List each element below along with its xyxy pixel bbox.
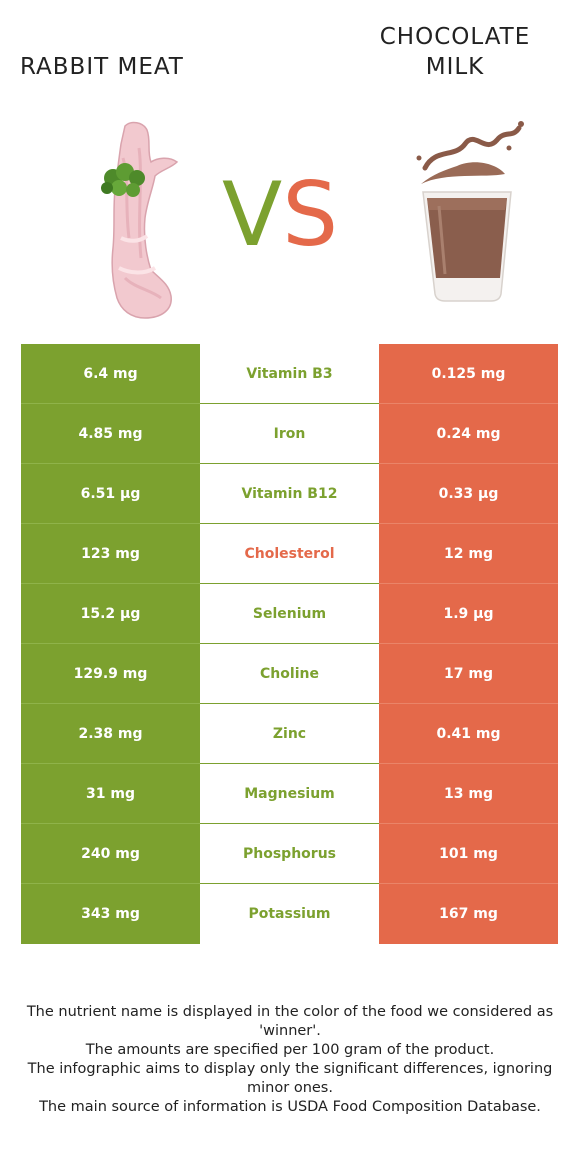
table-row: 343 mg Potassium 167 mg [21, 884, 558, 944]
table-row: 4.85 mg Iron 0.24 mg [21, 404, 558, 464]
rabbit-meat-image [101, 121, 179, 319]
table-row: 6.51 µg Vitamin B12 0.33 µg [21, 464, 558, 524]
right-value-cell: 0.125 mg [379, 344, 558, 404]
nutrient-name-cell: Magnesium [200, 764, 379, 824]
vs-label: VS [222, 165, 338, 265]
chocolate-milk-image [416, 121, 524, 302]
vs-s: S [282, 163, 339, 266]
nutrient-name-cell: Cholesterol [200, 524, 379, 584]
footer-line-aims: The infographic aims to display only the… [27, 1061, 553, 1096]
footer-line-winner: The nutrient name is displayed in the co… [26, 1004, 554, 1039]
left-value-cell: 240 mg [21, 824, 200, 884]
right-value-cell: 12 mg [379, 524, 558, 584]
left-value-cell: 31 mg [21, 764, 200, 824]
nutrient-name-cell: Choline [200, 644, 379, 704]
food-right-title: CHOCOLATE MILK [379, 24, 531, 80]
footer-line-source: The main source of information is USDA F… [39, 1099, 541, 1115]
table-row: 240 mg Phosphorus 101 mg [21, 824, 558, 884]
footer-notes: The nutrient name is displayed in the co… [20, 1003, 560, 1117]
left-value-cell: 15.2 µg [21, 584, 200, 644]
table-row: 15.2 µg Selenium 1.9 µg [21, 584, 558, 644]
nutrient-name-cell: Vitamin B3 [200, 344, 379, 404]
right-value-cell: 1.9 µg [379, 584, 558, 644]
left-value-cell: 343 mg [21, 884, 200, 944]
left-value-cell: 6.51 µg [21, 464, 200, 524]
food-left-title: RABBIT MEAT [20, 54, 184, 80]
table-row: 2.38 mg Zinc 0.41 mg [21, 704, 558, 764]
left-value-cell: 4.85 mg [21, 404, 200, 464]
nutrient-name-cell: Iron [200, 404, 379, 464]
left-value-cell: 123 mg [21, 524, 200, 584]
table-row: 123 mg Cholesterol 12 mg [21, 524, 558, 584]
nutrient-name-cell: Potassium [200, 884, 379, 944]
nutrient-name-cell: Selenium [200, 584, 379, 644]
right-value-cell: 0.33 µg [379, 464, 558, 524]
right-value-cell: 17 mg [379, 644, 558, 704]
left-value-cell: 2.38 mg [21, 704, 200, 764]
parsley-icon [101, 163, 145, 197]
left-value-cell: 129.9 mg [21, 644, 200, 704]
right-value-cell: 101 mg [379, 824, 558, 884]
right-value-cell: 0.24 mg [379, 404, 558, 464]
left-value-cell: 6.4 mg [21, 344, 200, 404]
nutrient-name-cell: Vitamin B12 [200, 464, 379, 524]
table-row: 31 mg Magnesium 13 mg [21, 764, 558, 824]
right-value-cell: 167 mg [379, 884, 558, 944]
right-value-cell: 13 mg [379, 764, 558, 824]
vs-v: V [222, 163, 283, 266]
nutrient-comparison-table: 6.4 mg Vitamin B3 0.125 mg 4.85 mg Iron 0.24 … [21, 344, 558, 944]
footer-line-amounts: The amounts are specified per 100 gram o… [85, 1042, 495, 1058]
table-row: 129.9 mg Choline 17 mg [21, 644, 558, 704]
nutrient-name-cell: Zinc [200, 704, 379, 764]
table-row: 6.4 mg Vitamin B3 0.125 mg [21, 344, 558, 404]
right-value-cell: 0.41 mg [379, 704, 558, 764]
nutrient-name-cell: Phosphorus [200, 824, 379, 884]
